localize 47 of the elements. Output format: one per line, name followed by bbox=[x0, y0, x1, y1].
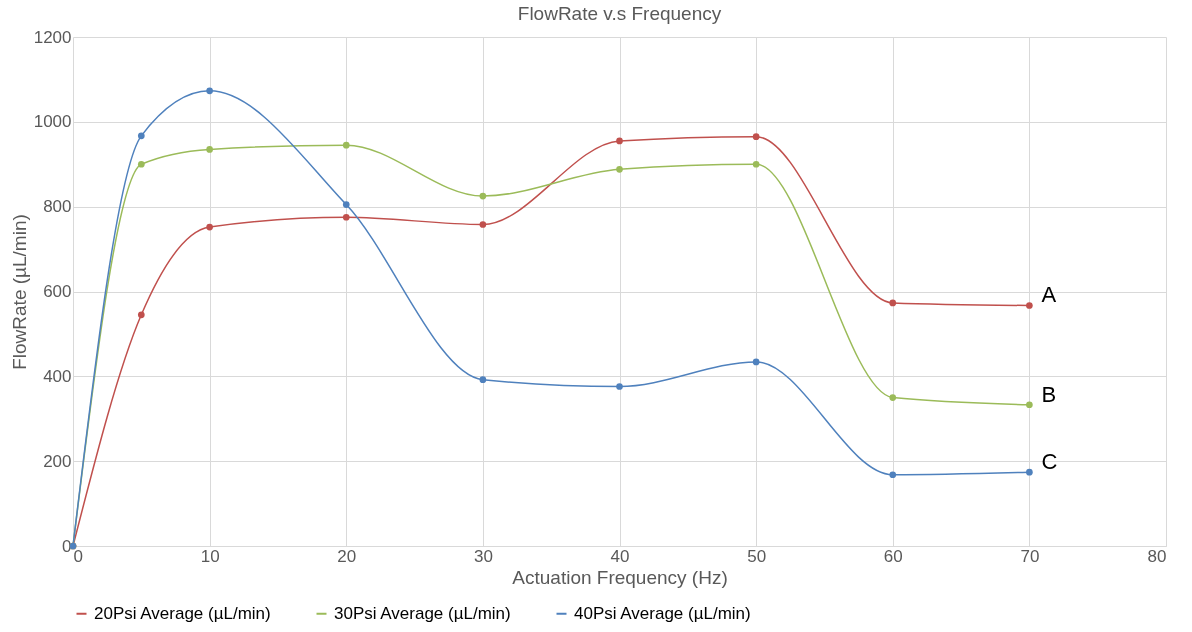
y-axis-title: FlowRate (µL/min) bbox=[8, 214, 30, 370]
x-tick-label: 30 bbox=[473, 546, 493, 566]
point bbox=[479, 221, 487, 228]
x-tick-label: 40 bbox=[610, 546, 630, 566]
y-tick-label: 1000 bbox=[33, 112, 72, 132]
legend-label: 20Psi Average (µL/min) bbox=[94, 603, 271, 623]
x-tick-label: 10 bbox=[200, 546, 220, 566]
point bbox=[206, 223, 213, 231]
point bbox=[752, 358, 760, 366]
legend-label: 40Psi Average (µL/min) bbox=[574, 603, 751, 623]
point bbox=[752, 160, 760, 168]
point bbox=[889, 299, 897, 307]
point bbox=[1026, 468, 1033, 476]
point bbox=[479, 192, 487, 200]
point bbox=[479, 376, 487, 384]
y-tick-label: 800 bbox=[43, 197, 72, 217]
y-tick-label: 600 bbox=[43, 282, 72, 301]
annotation: B bbox=[1041, 381, 1057, 407]
point bbox=[137, 132, 145, 140]
point bbox=[1026, 401, 1033, 409]
x-axis-title: Actuation Frequency (Hz) bbox=[512, 566, 728, 588]
point bbox=[616, 383, 623, 390]
y-tick-label: 1200 bbox=[33, 27, 72, 47]
point bbox=[137, 311, 145, 319]
point bbox=[342, 201, 350, 208]
x-tick-label: 50 bbox=[747, 546, 767, 566]
x-tick-label: 60 bbox=[883, 546, 903, 566]
point bbox=[137, 160, 145, 168]
legend-label: 30Psi Average (µL/min) bbox=[334, 603, 511, 623]
point bbox=[752, 133, 760, 141]
point bbox=[889, 394, 897, 401]
annotation: C bbox=[1041, 449, 1058, 475]
point bbox=[889, 471, 897, 479]
x-tick-label: 80 bbox=[1147, 546, 1167, 566]
y-tick-label: 400 bbox=[43, 366, 72, 386]
x-tick-label: 20 bbox=[337, 546, 357, 566]
point bbox=[616, 165, 623, 173]
point bbox=[616, 137, 623, 145]
y-tick-label: 200 bbox=[43, 451, 72, 471]
point bbox=[206, 146, 213, 153]
point bbox=[342, 213, 350, 221]
point bbox=[1026, 302, 1033, 309]
x-tick-label: 70 bbox=[1020, 546, 1040, 566]
point bbox=[342, 141, 350, 149]
annotation: A bbox=[1041, 282, 1057, 308]
point bbox=[206, 87, 213, 95]
chart-title: FlowRate v.s Frequency bbox=[517, 3, 722, 24]
